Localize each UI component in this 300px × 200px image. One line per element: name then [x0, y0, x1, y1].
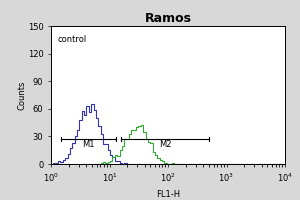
Text: control: control	[58, 35, 87, 44]
Title: Ramos: Ramos	[145, 12, 191, 25]
Y-axis label: Counts: Counts	[17, 80, 26, 110]
X-axis label: FL1-H: FL1-H	[156, 190, 180, 199]
Text: M2: M2	[159, 140, 171, 149]
Text: M1: M1	[82, 140, 95, 149]
